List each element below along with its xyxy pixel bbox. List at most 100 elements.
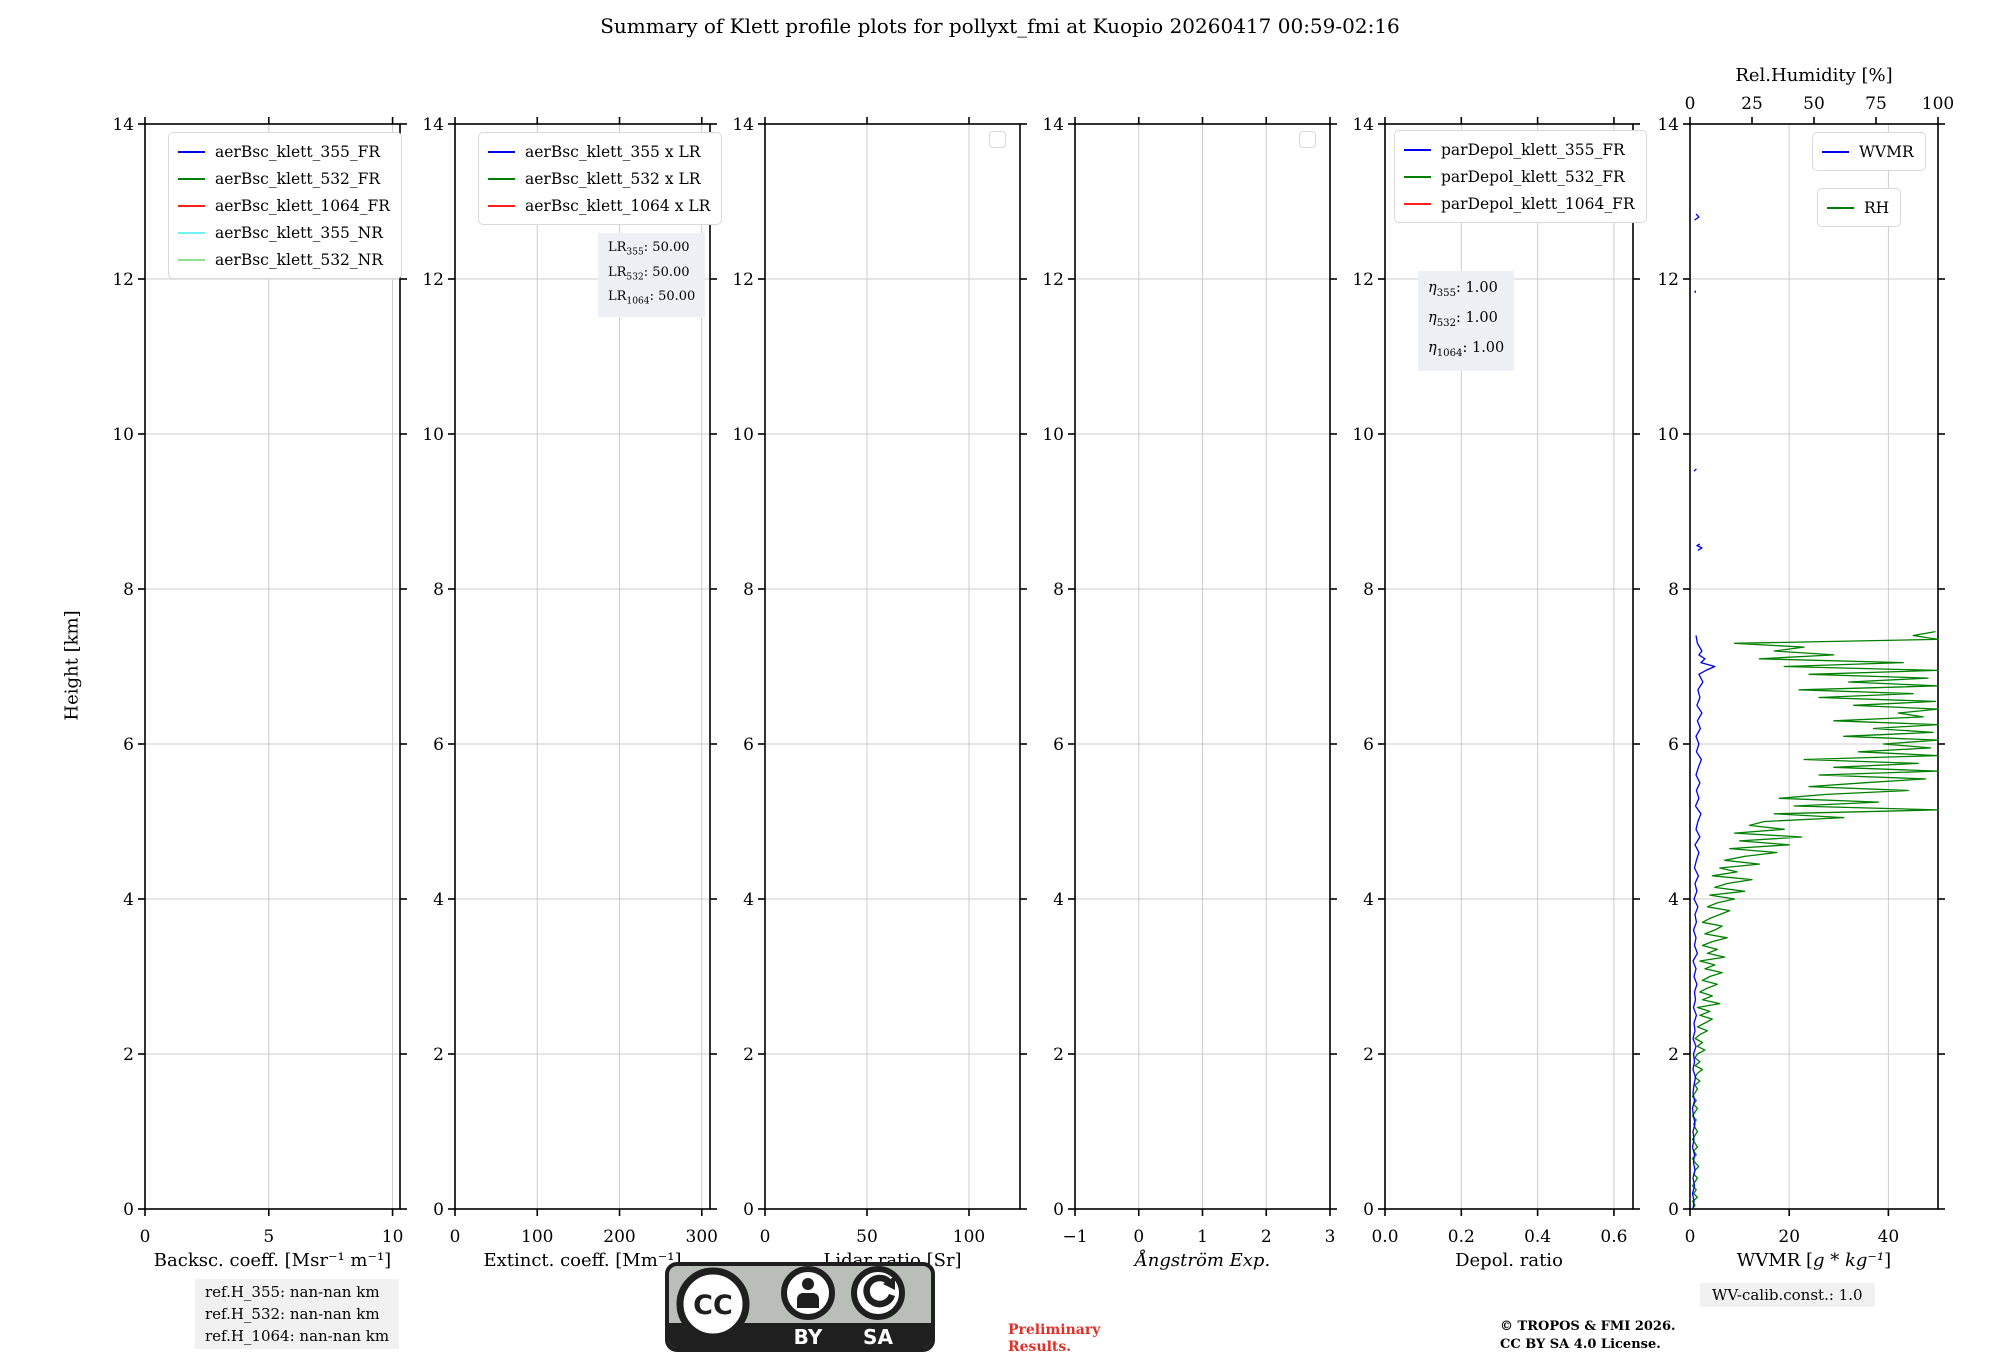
wv-calibration-note: WV-calib.const.: 1.0 — [1700, 1283, 1875, 1307]
y-tick-label: 4 — [433, 890, 444, 910]
x-tick-label: 50 — [856, 1227, 878, 1247]
annotation-extinction: LR355: 50.00 LR532: 50.00 LR1064: 50.00 — [598, 233, 706, 317]
annotation-depol: η355: 1.00 η532: 1.00 η1064: 1.00 — [1418, 271, 1515, 371]
empty-legend-angstrom — [1299, 131, 1316, 148]
legend-line-sample — [488, 177, 515, 180]
y-tick-label: 14 — [1352, 115, 1374, 135]
legend-entry: aerBsc_klett_1064_FR — [178, 192, 390, 219]
panel-wvmr: 0 20 40 0 25 50 75 100 Rel.Humidity [%] 0 2 4 6 8 10 12… — [1657, 65, 1954, 1271]
annotation-line: η532: 1.00 — [1428, 309, 1498, 329]
copyright-line-2: CC BY SA 4.0 License. — [1500, 1337, 1661, 1352]
legend-line-sample — [178, 150, 205, 153]
y-tick-label: 2 — [123, 1045, 134, 1065]
legend-entry-label: aerBsc_klett_532 x LR — [525, 169, 701, 188]
y-tick-label: 10 — [1352, 425, 1374, 445]
legend-line-sample — [1827, 206, 1854, 209]
x-tick-label: 40 — [1878, 1227, 1900, 1247]
y-tick-label: 10 — [422, 425, 444, 445]
refh-line-1064: ref.H_1064: nan-nan km — [205, 1327, 390, 1345]
legend-entry: aerBsc_klett_1064 x LR — [488, 192, 710, 219]
y-tick-label: 4 — [1053, 890, 1064, 910]
panel-depol: 0.0 0.2 0.4 0.6 0 2 4 6 8 10 12 14 Depol. ratio — [1352, 115, 1640, 1271]
x-tick-label: 1 — [1197, 1227, 1208, 1247]
top-axis-title: Rel.Humidity [%] — [1735, 65, 1892, 86]
legend-entry: parDepol_klett_1064_FR — [1404, 190, 1635, 217]
legend-entry: aerBsc_klett_532_FR — [178, 165, 390, 192]
legend-line-sample — [1822, 150, 1849, 153]
panel-backscatter-frame — [144, 123, 401, 1210]
legend-line-sample — [488, 150, 515, 153]
x-tick-label: 2 — [1261, 1227, 1272, 1247]
x-tick-label: 100 — [521, 1227, 553, 1247]
legend-entry-label: aerBsc_klett_355_FR — [215, 142, 381, 161]
refh-line-355: ref.H_355: nan-nan km — [205, 1283, 380, 1301]
annotation-line: LR355: 50.00 — [608, 240, 690, 258]
y-tick-label: 0 — [1363, 1200, 1374, 1220]
legend-line-sample — [1404, 202, 1431, 205]
y-tick-label: 12 — [1657, 270, 1679, 290]
y-tick-label: 6 — [1668, 735, 1679, 755]
empty-legend-lidar-ratio — [989, 131, 1006, 148]
panel-lidar-ratio-frame — [764, 123, 1021, 1210]
y-tick-label: 4 — [1668, 890, 1679, 910]
y-tick-label: 10 — [112, 425, 134, 445]
y-tick-label: 8 — [1668, 580, 1679, 600]
x-axis-title-wvmr: WVMR [g * kg⁻¹] — [1737, 1250, 1891, 1271]
y-tick-label: 2 — [1668, 1045, 1679, 1065]
y-tick-label: 2 — [743, 1045, 754, 1065]
y-tick-label: 14 — [1657, 115, 1679, 135]
sa-label: SA — [863, 1325, 893, 1349]
y-tick-label: 2 — [1363, 1045, 1374, 1065]
legend-entry-label: RH — [1864, 198, 1890, 217]
legend-depol: parDepol_klett_355_FR parDepol_klett_532_… — [1394, 130, 1647, 223]
y-tick-label: 14 — [112, 115, 134, 135]
y-tick-label: 2 — [1053, 1045, 1064, 1065]
y-tick-label: 14 — [1042, 115, 1064, 135]
annotation-line: η355: 1.00 — [1428, 280, 1498, 299]
panel-depol-frame — [1384, 123, 1634, 1210]
legend-entry: aerBsc_klett_532_NR — [178, 246, 390, 273]
by-label: BY — [794, 1325, 823, 1349]
y-tick-label: 14 — [732, 115, 754, 135]
y-tick-label: 6 — [123, 735, 134, 755]
x-tick-label: 0.2 — [1448, 1227, 1475, 1247]
x-tick-label: 3 — [1325, 1227, 1336, 1247]
y-tick-label: 12 — [732, 270, 754, 290]
panel-backscatter: 0 5 10 0 2 4 6 8 10 12 14 Backsc. coeff. [Msr⁻¹ m⁻¹… — [112, 115, 407, 1271]
x-tick-label: 0 — [1685, 1227, 1696, 1247]
y-tick-label: 8 — [123, 580, 134, 600]
y-tick-label: 6 — [433, 735, 444, 755]
person-head — [802, 1278, 814, 1290]
y-tick-label: 6 — [1053, 735, 1064, 755]
y-tick-label: 10 — [732, 425, 754, 445]
copyright-line-1: © TROPOS & FMI 2026. — [1500, 1319, 1676, 1334]
y-tick-label: 12 — [1042, 270, 1064, 290]
top-tick-label: 75 — [1865, 94, 1887, 114]
y-tick-label: 6 — [1363, 735, 1374, 755]
top-tick-label: 25 — [1741, 94, 1763, 114]
y-tick-label: 8 — [743, 580, 754, 600]
reference-height-note: ref.H_355: nan-nan km ref.H_532: nan-nan… — [195, 1279, 400, 1349]
top-tick-label: 100 — [1922, 94, 1954, 114]
x-axis-title-extinction: Extinct. coeff. [Mm⁻¹] — [483, 1250, 681, 1271]
series-WVMR — [1691, 213, 1716, 1210]
legend-entry-label: aerBsc_klett_1064_FR — [215, 196, 390, 215]
legend-line-sample — [178, 204, 205, 207]
x-tick-label: 100 — [953, 1227, 985, 1247]
legend-entry: aerBsc_klett_532 x LR — [488, 165, 710, 192]
annotation-line: LR532: 50.00 — [608, 264, 690, 283]
top-tick-label: 50 — [1803, 94, 1825, 114]
legend-entry-label: aerBsc_klett_1064 x LR — [525, 196, 711, 215]
legend-line-sample — [1404, 148, 1431, 151]
x-tick-label: 0 — [140, 1227, 151, 1247]
y-tick-label: 4 — [1363, 890, 1374, 910]
legend-entry: WVMR — [1822, 138, 1914, 165]
annotation-line: LR1064: 50.00 — [608, 289, 696, 307]
y-tick-label: 0 — [1053, 1200, 1064, 1220]
panel-extinction: 0 100 200 300 0 2 4 6 8 10 12 14 Extinct. coeff. [Mm… — [422, 115, 718, 1271]
y-tick-label: 0 — [433, 1200, 444, 1220]
x-axis-title-backscatter: Backsc. coeff. [Msr⁻¹ m⁻¹] — [154, 1250, 391, 1271]
y-tick-label: 0 — [743, 1200, 754, 1220]
